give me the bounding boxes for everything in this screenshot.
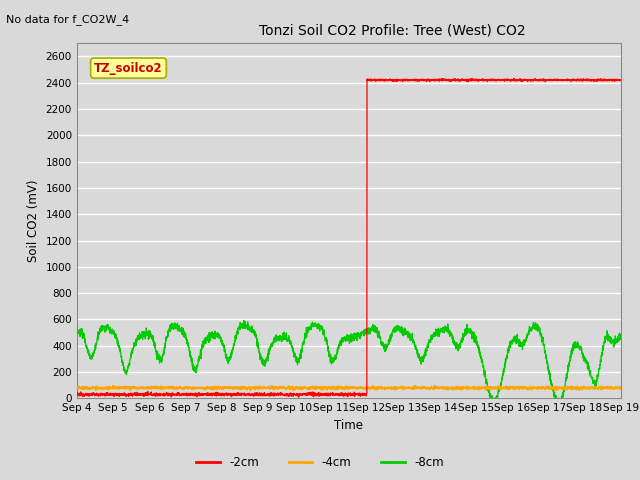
X-axis label: Time: Time [334,419,364,432]
Legend: -2cm, -4cm, -8cm: -2cm, -4cm, -8cm [191,452,449,474]
Text: No data for f_CO2W_4: No data for f_CO2W_4 [6,14,130,25]
Title: Tonzi Soil CO2 Profile: Tree (West) CO2: Tonzi Soil CO2 Profile: Tree (West) CO2 [259,24,525,38]
Y-axis label: Soil CO2 (mV): Soil CO2 (mV) [27,180,40,262]
Text: TZ_soilco2: TZ_soilco2 [94,61,163,74]
